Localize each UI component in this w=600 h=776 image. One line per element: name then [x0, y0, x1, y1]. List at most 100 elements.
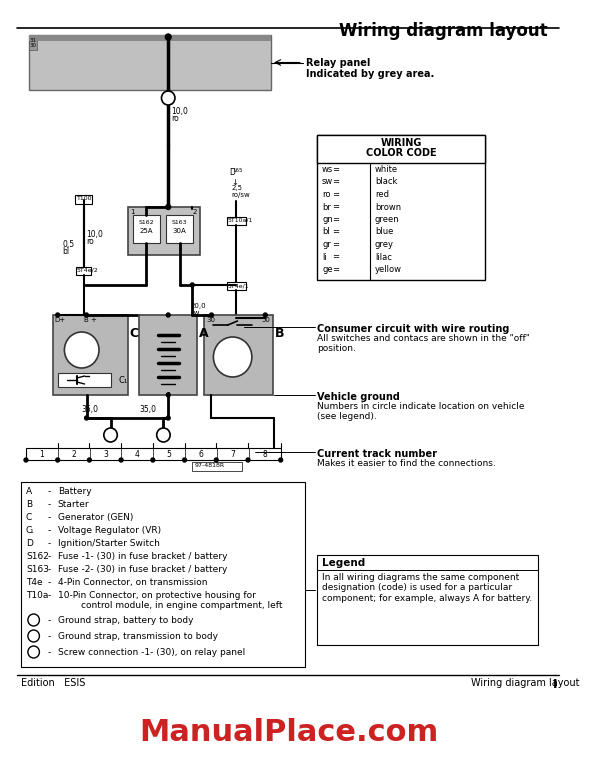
Circle shape: [161, 91, 175, 105]
Circle shape: [214, 337, 252, 377]
Bar: [317, 555, 538, 645]
Text: 7: 7: [230, 450, 235, 459]
Text: 10,0: 10,0: [171, 107, 188, 116]
Text: =: =: [332, 252, 338, 262]
Text: 4: 4: [135, 450, 140, 459]
Bar: [128, 207, 200, 255]
Text: -: -: [48, 487, 52, 496]
Text: =: =: [332, 203, 338, 212]
Text: -: -: [48, 565, 52, 574]
Text: 5T10a/1: 5T10a/1: [228, 218, 253, 223]
Text: grey: grey: [375, 240, 394, 249]
Text: COLOR CODE: COLOR CODE: [366, 148, 437, 158]
Text: S163: S163: [26, 565, 49, 574]
Text: 2: 2: [31, 632, 36, 640]
Text: =: =: [332, 240, 338, 249]
Text: 1: 1: [161, 431, 166, 439]
Text: br: br: [322, 203, 331, 212]
Bar: [76, 267, 91, 275]
Text: In all wiring diagrams the same component
designation (code) is used for a parti: In all wiring diagrams the same componen…: [322, 573, 532, 603]
Text: red: red: [375, 190, 389, 199]
Text: Ground strap, transmission to body: Ground strap, transmission to body: [58, 632, 218, 641]
Text: -: -: [48, 500, 52, 509]
Text: gn: gn: [322, 215, 333, 224]
Circle shape: [209, 313, 214, 317]
Text: Voltage Regulator (VR): Voltage Regulator (VR): [58, 526, 161, 535]
Text: T10a: T10a: [26, 591, 49, 600]
Text: =: =: [332, 190, 338, 199]
Text: D: D: [229, 168, 235, 177]
Text: C: C: [26, 513, 32, 522]
Text: 8: 8: [262, 450, 267, 459]
Text: blue: blue: [375, 227, 393, 237]
Text: C: C: [26, 526, 32, 535]
Bar: [29, 35, 271, 90]
Text: green: green: [375, 215, 400, 224]
Bar: [133, 215, 160, 243]
Text: =: =: [332, 227, 338, 237]
Text: bl: bl: [62, 247, 70, 256]
Text: Makes it easier to find the connections.: Makes it easier to find the connections.: [317, 459, 496, 468]
Text: Fuse -1- (30) in fuse bracket / battery: Fuse -1- (30) in fuse bracket / battery: [58, 552, 227, 561]
Bar: [317, 135, 485, 163]
Text: B: B: [26, 500, 32, 509]
Text: ManualPlace.com: ManualPlace.com: [139, 718, 438, 747]
Text: Wiring diagram layout: Wiring diagram layout: [471, 678, 580, 688]
Bar: [317, 135, 485, 280]
Bar: [26, 448, 281, 460]
Text: 30: 30: [29, 43, 37, 48]
Text: -: -: [48, 539, 52, 548]
Bar: [29, 37, 37, 50]
Text: 20,0: 20,0: [190, 303, 206, 309]
Text: D+: D+: [55, 317, 66, 323]
Circle shape: [157, 428, 170, 442]
Circle shape: [28, 614, 40, 626]
Text: =: =: [332, 215, 338, 224]
Bar: [21, 482, 305, 667]
Circle shape: [56, 458, 59, 462]
Text: ro: ro: [322, 190, 331, 199]
Text: -: -: [48, 513, 52, 522]
Text: I: I: [553, 678, 557, 691]
Text: 10-Pin Connector, on protective housing for
        control module, in engine co: 10-Pin Connector, on protective housing …: [58, 591, 282, 611]
Text: 1: 1: [40, 450, 44, 459]
Text: 500: 500: [28, 650, 40, 654]
Text: 97-4818R: 97-4818R: [194, 463, 224, 468]
Text: Consumer circuit with wire routing: Consumer circuit with wire routing: [317, 324, 509, 334]
Text: Generator (GEN): Generator (GEN): [58, 513, 133, 522]
Circle shape: [182, 458, 187, 462]
Text: sw: sw: [190, 310, 200, 316]
Text: 10,0: 10,0: [86, 230, 103, 239]
Text: -: -: [48, 648, 52, 657]
Text: Relay panel
Indicated by grey area.: Relay panel Indicated by grey area.: [305, 57, 434, 79]
Circle shape: [64, 332, 99, 368]
Text: 2: 2: [192, 209, 197, 215]
Text: ge: ge: [322, 265, 332, 274]
Text: 5T4e/1: 5T4e/1: [228, 283, 250, 288]
Circle shape: [88, 458, 91, 462]
Text: 50: 50: [262, 317, 271, 323]
Text: -: -: [48, 632, 52, 641]
Circle shape: [263, 313, 267, 317]
Circle shape: [24, 458, 28, 462]
Text: sw: sw: [322, 178, 333, 186]
Text: -: -: [48, 591, 52, 600]
Text: Ground strap, battery to body: Ground strap, battery to body: [58, 616, 193, 625]
Text: ro: ro: [86, 237, 94, 246]
Text: =: =: [332, 265, 338, 274]
Circle shape: [246, 458, 250, 462]
Text: lilac: lilac: [375, 252, 392, 262]
Bar: [29, 35, 271, 41]
Text: 4-Pin Connector, on transmission: 4-Pin Connector, on transmission: [58, 578, 207, 587]
Text: gr: gr: [322, 240, 331, 249]
Text: Battery: Battery: [58, 487, 91, 496]
Text: Screw connection -1- (30), on relay panel: Screw connection -1- (30), on relay pane…: [58, 648, 245, 657]
Text: 165: 165: [233, 168, 243, 173]
Bar: [75, 195, 92, 204]
Circle shape: [28, 646, 40, 658]
Text: ro: ro: [171, 114, 179, 123]
Text: C: C: [130, 327, 139, 340]
Text: 35,0: 35,0: [82, 405, 99, 414]
Text: WIRING: WIRING: [380, 138, 422, 148]
Text: C₁: C₁: [118, 376, 127, 385]
